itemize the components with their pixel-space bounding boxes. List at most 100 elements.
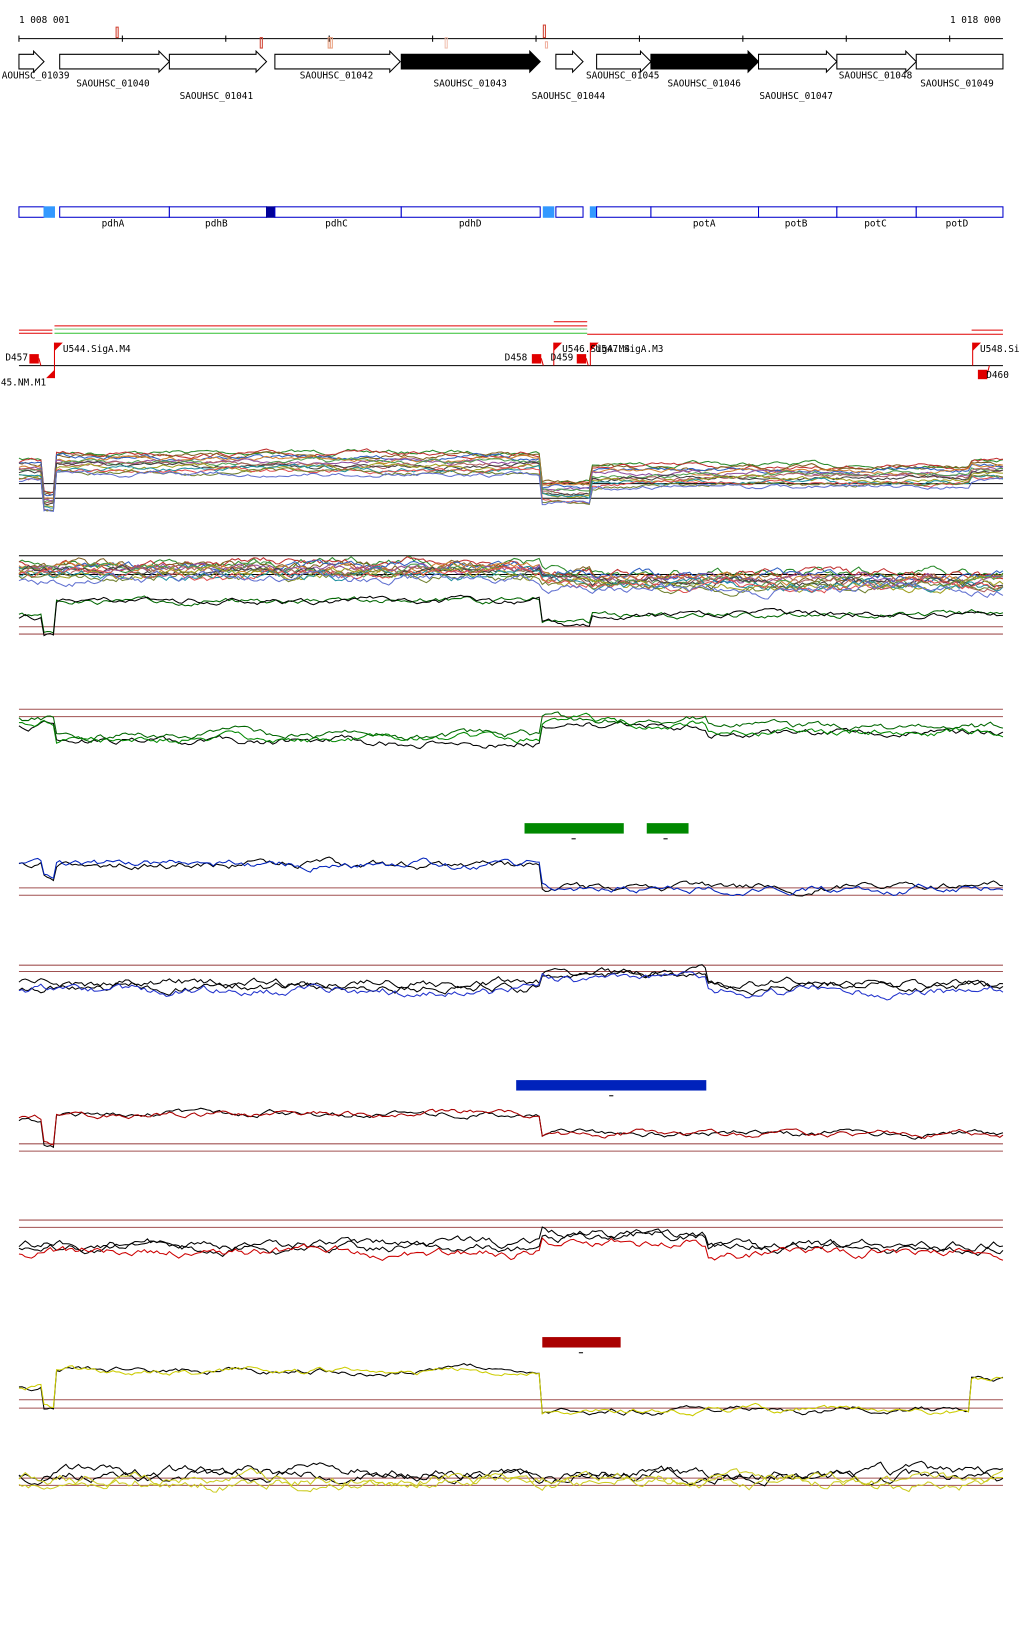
operon-box [650, 206, 760, 218]
tss-flag [972, 342, 982, 351]
ruler-mark [544, 41, 549, 49]
gene-arrow [596, 49, 652, 74]
signal-line [18, 1226, 1004, 1252]
operon-box [43, 206, 55, 218]
signal-line [18, 1228, 1004, 1258]
tss-label: D458 [505, 352, 528, 363]
signal-line [18, 451, 1004, 496]
operon-box [266, 206, 276, 218]
operon-box [836, 206, 917, 218]
signal-line [18, 595, 1004, 634]
signal-line [18, 454, 1004, 500]
operon-box [915, 206, 1004, 218]
signal-line [18, 556, 1004, 583]
signal-line [18, 456, 1003, 504]
tss-label: D459 [551, 352, 574, 363]
feature-bar [516, 1080, 707, 1091]
gene-label: SAOUHSC_01040 [76, 79, 150, 90]
gene-label: SAOUHSC_01044 [532, 91, 606, 102]
signal-line [18, 1107, 1004, 1149]
tss-label: U544.SigA.M4 [63, 344, 131, 355]
signal-line [18, 566, 1004, 597]
gene-arrow [836, 49, 917, 74]
operon-gene-label: potB [785, 219, 808, 230]
tss-label: 45.NM.M1 [1, 377, 47, 388]
feature-bar [646, 823, 689, 834]
gene-arrow [168, 49, 268, 74]
tss-box [531, 354, 542, 364]
tss-box [977, 369, 988, 380]
gene-arrow [555, 49, 584, 74]
gene-arrow [18, 49, 45, 74]
gene-label: SAOUHSC_01045 [586, 70, 660, 81]
signal-line [18, 569, 1004, 600]
gene-label: SAOUHSC_01041 [180, 91, 254, 102]
signal-line [18, 971, 1004, 1001]
ruler-start: 1 008 001 [19, 15, 70, 26]
signal-line [18, 448, 1004, 494]
gene-arrow [400, 49, 541, 74]
tss-label: U546.SigA.M4 [562, 344, 630, 355]
tss-label: U547.SigA.M3 [596, 344, 664, 355]
gene-label: SAOUHSC_01047 [759, 91, 833, 102]
ruler-mark [329, 37, 333, 49]
ruler-mark [259, 37, 263, 49]
signal-line [18, 466, 1004, 512]
signal-line [18, 1108, 1004, 1146]
signal-line [18, 1363, 1004, 1416]
operon-gene-label: potA [693, 219, 716, 230]
tss-box [29, 354, 39, 364]
operon-gene-label: pdhB [205, 219, 228, 230]
gene-label: SAOUHSC_01042 [300, 70, 374, 81]
operon-gene-label: potD [946, 219, 969, 230]
tss-flag [590, 342, 599, 351]
gene-arrow [59, 49, 171, 74]
operon-box [542, 206, 555, 218]
tss-box [576, 354, 587, 364]
tss-flag [54, 342, 63, 351]
ruler-end: 1 018 000 [950, 15, 1001, 26]
gene-arrow [757, 49, 838, 74]
operon-gene-label: potC [864, 219, 887, 230]
ruler-mark [444, 37, 448, 49]
signal-line [18, 1469, 1004, 1493]
feature-bar [542, 1337, 621, 1348]
signal-line [18, 967, 1004, 996]
operon-gene-label: pdhD [459, 219, 482, 230]
signal-line [18, 857, 1004, 897]
gene-label: SAOUHSC_01048 [839, 70, 913, 81]
signal-line [18, 712, 1004, 745]
operon-box [555, 206, 584, 218]
tss-stem [986, 365, 990, 375]
signal-line [18, 1365, 1004, 1417]
gene-arrow [650, 49, 760, 74]
operon-box [274, 206, 402, 218]
tss-label: D460 [986, 370, 1009, 381]
operon-box [757, 206, 838, 218]
signal-line [18, 1237, 1004, 1261]
tss-label: U548.Si [980, 344, 1020, 355]
tss-stem [540, 358, 544, 366]
tss-label: D457 [5, 352, 28, 363]
operon-box [18, 206, 45, 218]
gene-label: SAOUHSC_01046 [667, 79, 741, 90]
gene-label: SAOUHSC_01043 [433, 79, 507, 90]
tss-flag [46, 369, 55, 379]
tss-stem [38, 358, 42, 366]
operon-box [168, 206, 268, 218]
signal-line [18, 1467, 1003, 1489]
ruler-mark [115, 26, 119, 39]
tss-stem [585, 358, 589, 366]
signal-line [18, 470, 1004, 512]
gene-label: AOUHSC_01039 [2, 70, 70, 81]
feature-bar [524, 823, 624, 834]
operon-gene-label: pdhA [102, 219, 125, 230]
operon-box [589, 206, 598, 218]
operon-box [59, 206, 170, 218]
ruler-mark [542, 24, 546, 39]
operon-box [596, 206, 652, 218]
signal-line [18, 566, 1004, 594]
signal-line [18, 462, 1003, 508]
gene-label: SAOUHSC_01049 [920, 79, 994, 90]
